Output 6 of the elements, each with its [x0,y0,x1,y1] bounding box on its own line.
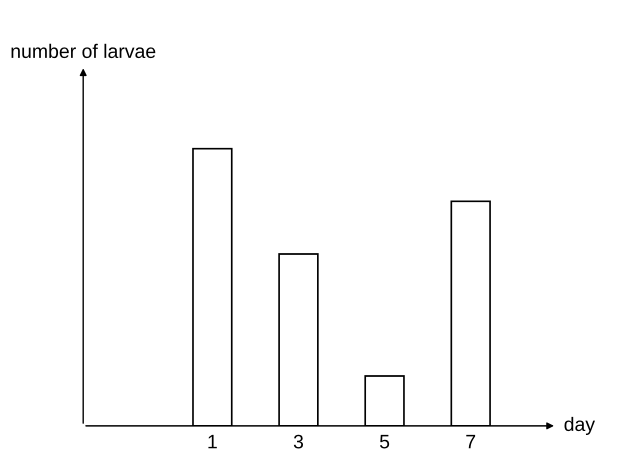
x-axis-title: day [564,416,596,435]
y-axis-title: number of larvae [12,44,156,58]
x-tick-label: 5 [380,434,390,448]
x-tick-label: 1 [208,434,217,448]
x-tick-label: 7 [466,434,476,448]
x-tick-label: 3 [294,434,304,448]
